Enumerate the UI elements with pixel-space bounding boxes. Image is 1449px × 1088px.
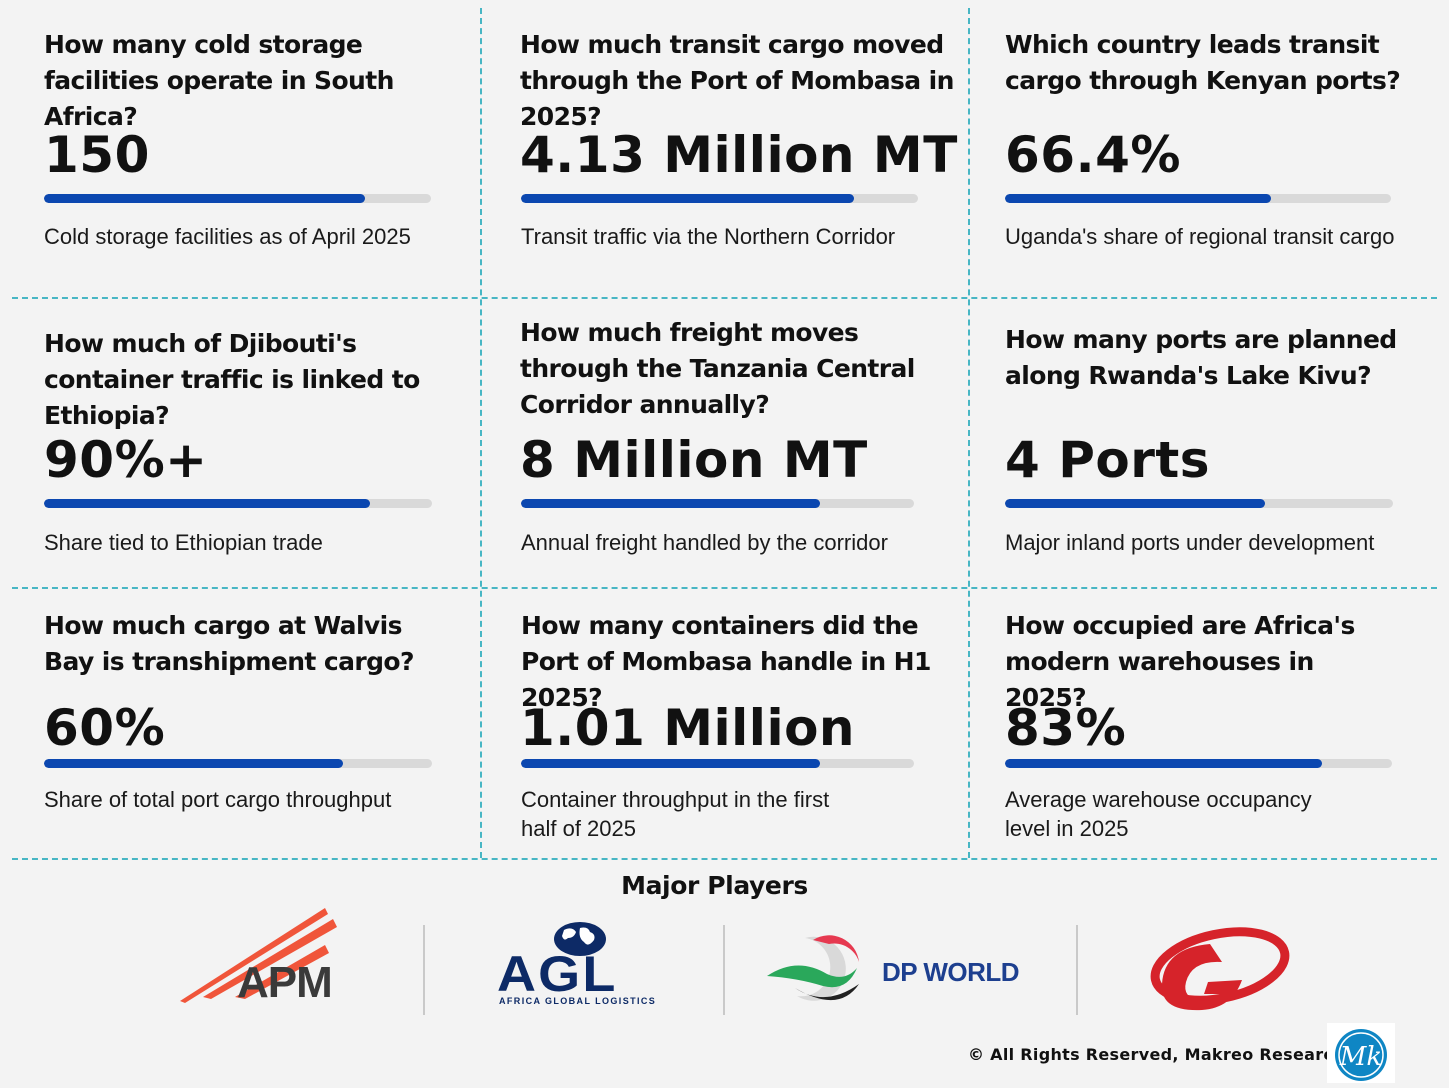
card-value: 90%+ xyxy=(44,431,208,489)
card-value: 83% xyxy=(1005,699,1127,757)
row-divider xyxy=(12,858,1437,860)
row-divider xyxy=(12,297,1437,299)
progress-bar xyxy=(1005,759,1392,768)
column-divider xyxy=(968,8,970,858)
card-value: 1.01 Million xyxy=(520,699,856,757)
progress-fill xyxy=(521,499,820,508)
makreo-logo: Mk xyxy=(1327,1023,1395,1083)
progress-bar xyxy=(44,194,431,203)
card-question: How many cold storage facilities operate… xyxy=(44,30,394,131)
card-description: Uganda's share of regional transit cargo xyxy=(1005,224,1395,249)
globe-icon xyxy=(554,922,606,956)
card-question: Which country leads transit cargo throug… xyxy=(1005,30,1401,95)
dp-world-emblem-icon xyxy=(767,935,859,1001)
g-emblem-icon xyxy=(1150,927,1290,1011)
card-question: How much cargo at Walvis Bay is tranship… xyxy=(44,611,414,676)
progress-fill xyxy=(1005,194,1272,203)
progress-fill xyxy=(44,499,370,508)
progress-fill xyxy=(1005,499,1265,508)
progress-bar xyxy=(521,759,914,768)
card-value: 60% xyxy=(44,699,166,757)
progress-fill xyxy=(44,194,366,203)
progress-bar xyxy=(1005,499,1393,508)
red-g-logo xyxy=(1150,922,1290,1014)
progress-fill xyxy=(1005,759,1323,768)
mk-badge-icon: Mk xyxy=(1335,1029,1387,1081)
dp-world-logo: DP WORLD xyxy=(765,930,1035,1010)
progress-bar xyxy=(521,499,914,508)
progress-fill xyxy=(521,194,855,203)
column-divider xyxy=(480,8,482,858)
progress-bar xyxy=(44,759,432,768)
card-value: 66.4% xyxy=(1005,126,1181,184)
major-players-title: Major Players xyxy=(621,871,808,900)
card-value: 4.13 Million MT xyxy=(520,126,958,184)
card-value: 8 Million MT xyxy=(520,431,868,489)
dp-world-wordmark: DP WORLD xyxy=(882,957,1020,987)
card-value: 4 Ports xyxy=(1005,431,1211,489)
card-question: How many containers did the Port of Momb… xyxy=(521,611,931,712)
card-description: Average warehouse occupancy level in 202… xyxy=(1005,787,1312,841)
stats-grid: How many cold storage facilities operate… xyxy=(12,8,1437,860)
agl-logo: AGL AFRICA GLOBAL LOGISTICS xyxy=(495,920,665,1010)
agl-wordmark: AGL xyxy=(497,946,618,1002)
logo-separator xyxy=(423,925,425,1015)
apm-logo: APM xyxy=(175,905,365,1005)
card-description: Share tied to Ethiopian trade xyxy=(44,530,323,555)
apm-stripes-icon xyxy=(180,908,337,1003)
svg-text:Mk: Mk xyxy=(1339,1042,1382,1072)
card-question: How many ports are planned along Rwanda'… xyxy=(1005,325,1397,390)
card-value: 150 xyxy=(44,126,150,184)
apm-wordmark: APM xyxy=(237,958,333,1007)
card-description: Share of total port cargo throughput xyxy=(44,787,392,812)
progress-fill xyxy=(44,759,343,768)
progress-bar xyxy=(44,499,432,508)
row-divider xyxy=(12,587,1437,589)
card-description: Annual freight handled by the corridor xyxy=(521,530,888,555)
logo-separator xyxy=(1076,925,1078,1015)
progress-fill xyxy=(521,759,820,768)
card-description: Container throughput in the first half o… xyxy=(521,787,830,841)
logo-separator xyxy=(723,925,725,1015)
card-description: Cold storage facilities as of April 2025 xyxy=(44,224,411,249)
card-question: How much of Djibouti's container traffic… xyxy=(44,329,420,430)
progress-bar xyxy=(1005,194,1391,203)
card-description: Major inland ports under development xyxy=(1005,530,1375,555)
card-question: How much freight moves through the Tanza… xyxy=(520,318,915,419)
card-question: How much transit cargo moved through the… xyxy=(520,30,954,131)
card-question: How occupied are Africa's modern warehou… xyxy=(1005,611,1355,712)
copyright-text: © All Rights Reserved, Makreo Research xyxy=(968,1045,1345,1064)
agl-subtitle: AFRICA GLOBAL LOGISTICS xyxy=(499,996,657,1006)
card-description: Transit traffic via the Northern Corrido… xyxy=(521,224,896,249)
progress-bar xyxy=(521,194,918,203)
